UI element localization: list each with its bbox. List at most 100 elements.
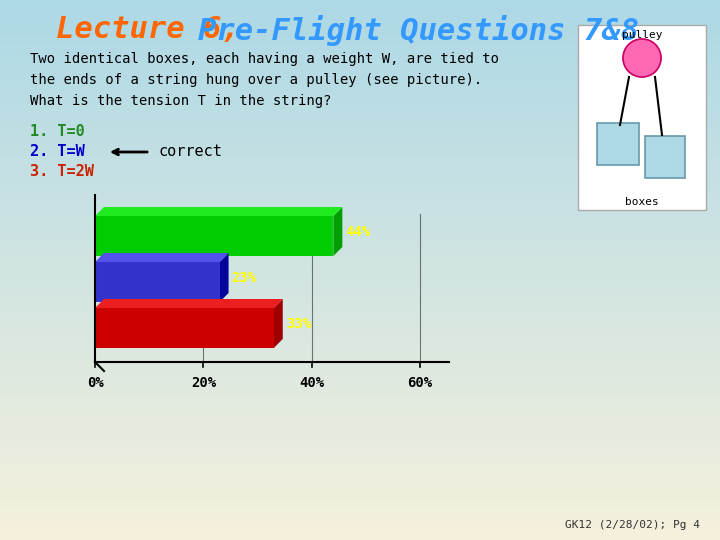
Bar [0, 278, 720, 279]
Bar [0, 293, 720, 294]
Bar [0, 282, 720, 283]
Bar [0, 373, 720, 374]
Bar [0, 146, 720, 147]
Bar [0, 174, 720, 175]
Bar [0, 439, 720, 440]
Bar [0, 34, 720, 35]
Bar [0, 316, 720, 317]
Bar [0, 305, 720, 306]
Bar [0, 0, 720, 1]
Bar [0, 510, 720, 511]
Bar [0, 348, 720, 349]
Bar [0, 35, 720, 36]
Bar [0, 411, 720, 412]
Bar [0, 229, 720, 230]
Bar [0, 232, 720, 233]
Bar [0, 391, 720, 392]
Bar [0, 51, 720, 52]
Bar [0, 243, 720, 244]
Bar [0, 62, 720, 63]
Bar [0, 539, 720, 540]
Text: 23%: 23% [232, 271, 257, 285]
Bar [0, 371, 720, 372]
Bar [0, 261, 720, 262]
Bar [0, 159, 720, 160]
Bar [0, 54, 720, 55]
Bar [0, 295, 720, 296]
Bar [0, 123, 720, 124]
Bar [0, 415, 720, 416]
Bar [0, 52, 720, 53]
Bar [0, 59, 720, 60]
Bar [0, 277, 720, 278]
Bar [0, 505, 720, 506]
Bar [0, 445, 720, 446]
Bar [0, 276, 720, 277]
Bar [0, 534, 720, 535]
Bar [0, 207, 720, 208]
Bar [0, 303, 720, 304]
Bar [0, 296, 720, 297]
Bar [0, 226, 720, 227]
Bar [0, 97, 720, 98]
Bar [0, 230, 720, 231]
Bar [0, 349, 720, 350]
Bar [0, 427, 720, 428]
FancyBboxPatch shape [95, 262, 220, 302]
Bar [0, 457, 720, 458]
Bar [0, 225, 720, 226]
Bar [0, 492, 720, 493]
Text: Pre-Flight Questions 7&8: Pre-Flight Questions 7&8 [197, 15, 639, 45]
Bar [0, 401, 720, 402]
Bar [0, 253, 720, 254]
Bar [0, 252, 720, 253]
Bar [0, 380, 720, 381]
Bar [0, 133, 720, 134]
Bar [0, 130, 720, 131]
Bar [0, 275, 720, 276]
Bar [0, 231, 720, 232]
Bar [0, 495, 720, 496]
Bar [0, 124, 720, 125]
Bar [0, 260, 720, 261]
Bar [0, 406, 720, 407]
Bar [0, 288, 720, 289]
Bar [0, 106, 720, 107]
Bar [0, 507, 720, 508]
Bar [0, 119, 720, 120]
Bar [0, 434, 720, 435]
Bar [0, 135, 720, 136]
Bar [0, 315, 720, 316]
Bar [0, 324, 720, 325]
Bar [0, 465, 720, 466]
Bar [0, 500, 720, 501]
Bar [0, 42, 720, 43]
Bar [0, 301, 720, 302]
Bar [0, 337, 720, 338]
Bar [0, 521, 720, 522]
Bar [0, 432, 720, 433]
Bar [0, 118, 720, 119]
Bar [0, 24, 720, 25]
Bar [0, 362, 720, 363]
Bar [0, 5, 720, 6]
Bar [0, 320, 720, 321]
Bar [0, 312, 720, 313]
Bar [0, 138, 720, 139]
Bar [0, 356, 720, 357]
Bar [0, 198, 720, 199]
Bar [0, 250, 720, 251]
Bar [0, 142, 720, 143]
Bar [0, 171, 720, 172]
Bar [0, 350, 720, 351]
Bar [0, 483, 720, 484]
Bar [0, 259, 720, 260]
Bar [0, 160, 720, 161]
Bar [0, 480, 720, 481]
Bar [0, 515, 720, 516]
Bar [0, 425, 720, 426]
Bar [0, 446, 720, 447]
Bar [0, 300, 720, 301]
Bar [0, 185, 720, 186]
Bar [0, 7, 720, 8]
